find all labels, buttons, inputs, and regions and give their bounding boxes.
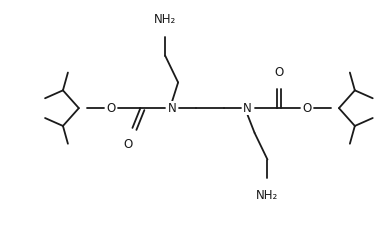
- Text: O: O: [275, 66, 284, 79]
- Text: O: O: [303, 102, 312, 115]
- Text: NH₂: NH₂: [256, 189, 279, 202]
- Text: N: N: [168, 102, 177, 115]
- Text: N: N: [243, 102, 252, 115]
- Text: O: O: [124, 138, 133, 151]
- Text: O: O: [106, 102, 115, 115]
- Text: NH₂: NH₂: [154, 13, 176, 26]
